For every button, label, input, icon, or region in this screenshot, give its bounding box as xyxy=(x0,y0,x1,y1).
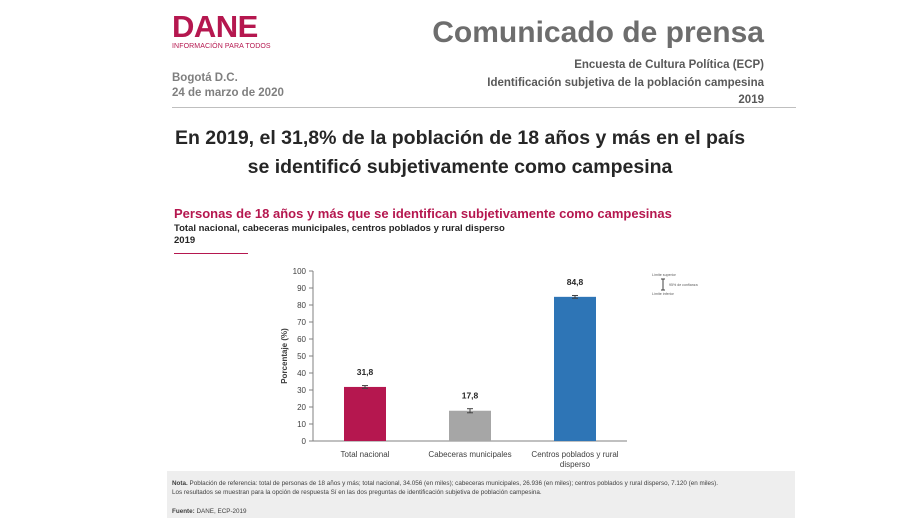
source-line: Fuente: DANE, ECP-2019 xyxy=(172,508,247,515)
legend-interval-label: 95% de confianza xyxy=(669,283,698,287)
bar-2 xyxy=(449,410,491,441)
report-year: 2019 xyxy=(738,94,764,106)
y-tick-label: 90 xyxy=(297,284,306,293)
y-tick-label: 20 xyxy=(297,403,306,412)
survey-name: Encuesta de Cultura Política (ECP) xyxy=(574,59,764,71)
value-label-2: 17,8 xyxy=(462,391,479,401)
headline-line-1: En 2019, el 31,8% de la población de 18 … xyxy=(174,127,746,149)
source-text: DANE, ECP-2019 xyxy=(194,508,247,515)
headline: En 2019, el 31,8% de la población de 18 … xyxy=(140,124,780,182)
note-line-2: Los resultados se muestran para la opció… xyxy=(172,489,542,496)
category-label-1: Total nacional xyxy=(341,450,390,459)
y-tick-label: 60 xyxy=(297,335,306,344)
category-label-3: disperso xyxy=(560,460,591,469)
y-tick-label: 70 xyxy=(297,318,306,327)
y-tick-label: 30 xyxy=(297,386,306,395)
chart-subtitle: Total nacional, cabeceras municipales, c… xyxy=(174,223,505,234)
y-tick-label: 40 xyxy=(297,369,306,378)
chart-title: Personas de 18 años y más que se identif… xyxy=(174,206,672,221)
page-title: Comunicado de prensa xyxy=(432,16,764,49)
note-label: Nota. xyxy=(172,480,188,487)
chart-title-underline xyxy=(174,253,248,254)
place: Bogotá D.C. xyxy=(172,72,238,84)
source-label: Fuente: xyxy=(172,508,195,515)
chart-year: 2019 xyxy=(174,235,196,246)
headline-line-2: se identificó subjetivamente como campes… xyxy=(247,156,673,178)
bar-1 xyxy=(344,386,386,441)
category-label-3: Centros poblados y rural xyxy=(531,450,618,459)
logo-wordmark: DANE xyxy=(172,9,258,44)
header-divider xyxy=(172,107,796,108)
category-label-2: Cabeceras municipales xyxy=(428,450,511,459)
y-axis-label: Porcentaje (%) xyxy=(280,328,289,384)
value-label-3: 84,8 xyxy=(567,277,584,287)
y-tick-label: 10 xyxy=(297,420,306,429)
logo-tagline: INFORMACIÓN PARA TODOS xyxy=(172,43,271,50)
topic-name: Identificación subjetiva de la población… xyxy=(487,77,764,89)
legend-lower-label: Límite inferior xyxy=(652,292,675,296)
y-tick-label: 0 xyxy=(302,437,307,446)
y-tick-label: 50 xyxy=(297,352,306,361)
y-tick-label: 80 xyxy=(297,301,306,310)
legend-upper-label: Límite superior xyxy=(652,273,677,277)
bar-3 xyxy=(554,296,596,441)
dane-logo: DANE INFORMACIÓN PARA TODOS xyxy=(172,9,282,50)
note-box: Nota. Población de referencia: total de … xyxy=(167,471,795,518)
note-line-1: Nota. Población de referencia: total de … xyxy=(172,479,790,488)
y-tick-label: 100 xyxy=(293,267,307,276)
date: 24 de marzo de 2020 xyxy=(172,87,284,99)
value-label-1: 31,8 xyxy=(357,367,374,377)
note-text-1: Población de referencia: total de person… xyxy=(187,480,719,487)
place-date-block: Bogotá D.C. 24 de marzo de 2020 xyxy=(172,71,284,101)
